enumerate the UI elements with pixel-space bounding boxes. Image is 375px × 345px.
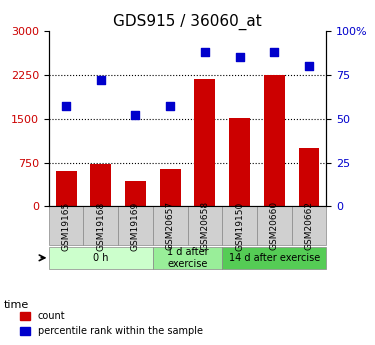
FancyBboxPatch shape xyxy=(188,206,222,245)
Bar xyxy=(56,171,76,206)
Text: GDS915 / 36060_at: GDS915 / 36060_at xyxy=(113,14,262,30)
FancyBboxPatch shape xyxy=(257,206,292,245)
FancyBboxPatch shape xyxy=(83,206,118,245)
Text: time: time xyxy=(4,300,29,310)
Bar xyxy=(125,181,146,206)
Text: GSM20660: GSM20660 xyxy=(270,201,279,250)
Text: GSM19150: GSM19150 xyxy=(235,201,244,250)
Point xyxy=(202,49,208,55)
FancyBboxPatch shape xyxy=(49,247,153,269)
FancyBboxPatch shape xyxy=(222,247,326,269)
Text: GSM19165: GSM19165 xyxy=(62,201,70,250)
Text: 0 h: 0 h xyxy=(93,253,108,263)
Point xyxy=(132,112,138,118)
Bar xyxy=(229,118,250,206)
FancyBboxPatch shape xyxy=(222,206,257,245)
Text: GSM19168: GSM19168 xyxy=(96,201,105,250)
Bar xyxy=(90,164,111,206)
FancyBboxPatch shape xyxy=(292,206,326,245)
FancyBboxPatch shape xyxy=(118,206,153,245)
Bar xyxy=(298,148,319,206)
Point xyxy=(98,77,104,83)
Text: GSM19169: GSM19169 xyxy=(131,201,140,250)
Point xyxy=(237,55,243,60)
Bar xyxy=(194,79,215,206)
Bar xyxy=(264,75,285,206)
Text: 14 d after exercise: 14 d after exercise xyxy=(229,253,320,263)
Legend: count, percentile rank within the sample: count, percentile rank within the sample xyxy=(16,307,206,340)
Point xyxy=(167,104,173,109)
Text: GSM20657: GSM20657 xyxy=(166,201,175,250)
Bar xyxy=(160,169,181,206)
FancyBboxPatch shape xyxy=(49,206,83,245)
Point xyxy=(63,104,69,109)
FancyBboxPatch shape xyxy=(153,247,222,269)
Point xyxy=(271,49,277,55)
Point xyxy=(306,63,312,69)
Text: GSM20658: GSM20658 xyxy=(200,201,209,250)
Text: 1 d after
exercise: 1 d after exercise xyxy=(166,247,208,269)
FancyBboxPatch shape xyxy=(153,206,188,245)
Text: GSM20662: GSM20662 xyxy=(304,201,313,250)
